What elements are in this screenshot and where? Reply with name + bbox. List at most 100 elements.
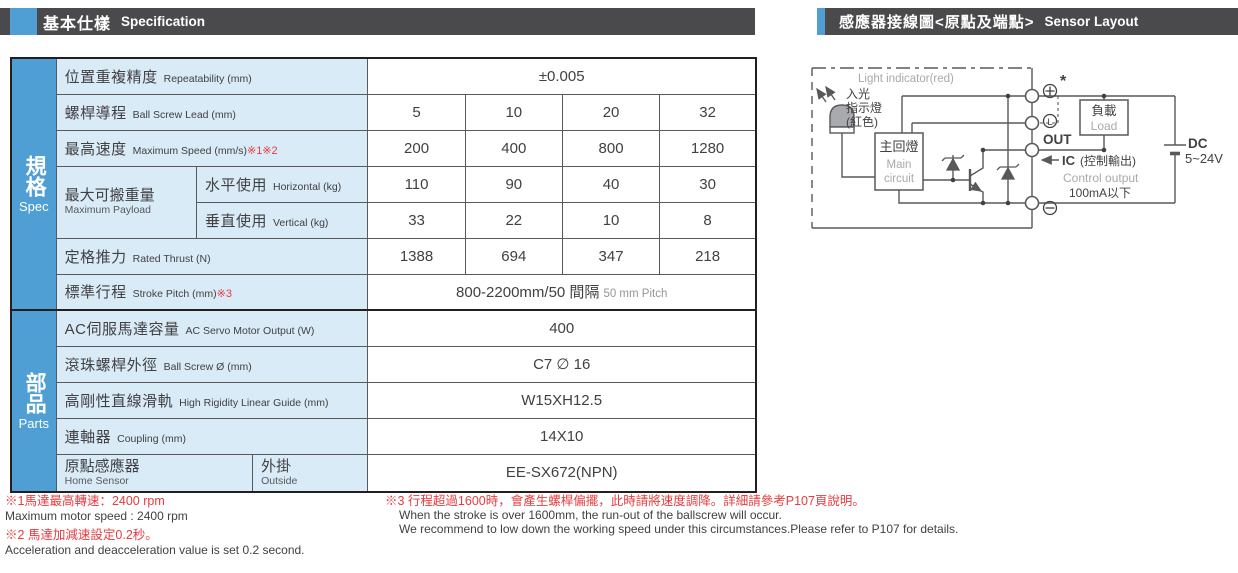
light-zh2: 指示燈 bbox=[846, 100, 882, 115]
label-zh: 水平使用 bbox=[204, 176, 267, 194]
dc-voltage-label: 5~24V bbox=[1185, 151, 1223, 166]
plus-cross bbox=[1045, 86, 1055, 96]
row-linear-guide: 高剛性直線滑軌 High Rigidity Linear Guide (mm) W… bbox=[11, 381, 757, 419]
label-zh: 原點感應器 bbox=[64, 457, 140, 475]
spec-header-en: Specification bbox=[121, 14, 206, 29]
l-symbol-letter: L bbox=[1047, 117, 1052, 128]
footnote-3-zh: ※3 行程超過1600時，會產生螺桿偏擺，此時請將速度調降。詳細請參考P107頁… bbox=[385, 494, 865, 508]
blue-accent-square bbox=[10, 8, 37, 35]
row-servo-output: 部品 Parts AC伺服馬達容量 AC Servo Motor Output (… bbox=[10, 309, 757, 493]
label-payload: 最大可搬重量 Maximum Payload bbox=[55, 165, 197, 239]
label-en: High Rigidity Linear Guide (mm) bbox=[179, 396, 329, 409]
label-coupling: 連軸器 Coupling (mm) bbox=[55, 417, 369, 455]
label-speed: 最高速度 Maximum Speed (mm/s)※1※2 bbox=[55, 129, 369, 167]
asterisk-mark: * bbox=[1060, 73, 1067, 90]
label-zh: 最高速度 bbox=[64, 140, 127, 158]
spec-section-header: 基本仕樣 Specification bbox=[0, 8, 755, 35]
sidebar-spec: 規格 Spec bbox=[10, 57, 57, 311]
value-thrust: 1388 bbox=[367, 237, 466, 275]
label-en: Ball Screw Ø (mm) bbox=[163, 360, 252, 373]
stroke-pitch-en: 50 mm Pitch bbox=[603, 288, 668, 301]
value-vertical: 22 bbox=[464, 201, 563, 239]
label-zh: 滾珠螺桿外徑 bbox=[64, 356, 158, 374]
label-vertical: 垂直使用 Vertical (kg) bbox=[195, 201, 369, 239]
value-lead-10: 10 bbox=[464, 93, 563, 131]
ic-zh-label: (控制輸出) bbox=[1080, 153, 1136, 168]
l-symbol-icon bbox=[1042, 113, 1058, 129]
out-label: OUT bbox=[1043, 132, 1072, 147]
footnote-3-en2: We recommend to low down the working spe… bbox=[399, 521, 959, 536]
sensor-section-header: 感應器接線圖<原點及端點> Sensor Layout bbox=[817, 8, 1238, 35]
terminals bbox=[1024, 88, 1040, 211]
main-circuit-en1: Main bbox=[887, 159, 912, 171]
transistor-emitter bbox=[980, 190, 984, 203]
light-indicator-en: Light indicator(red) bbox=[858, 73, 954, 85]
label-home-sensor: 原點感應器 Home Sensor bbox=[55, 453, 254, 493]
footnote-2-zh: ※2 馬達加減速設定0.2秒。 bbox=[5, 528, 158, 542]
row-payload-vertical: 垂直使用 Vertical (kg) 33 22 10 8 bbox=[11, 201, 757, 239]
footnotes-right: ※3 行程超過1600時，會產生螺桿偏擺，此時請將速度調降。詳細請參考P107頁… bbox=[385, 493, 1065, 536]
value-repeatability: ±0.005 bbox=[367, 57, 757, 95]
label-en: Rated Thrust (N) bbox=[132, 252, 211, 265]
sensor-wiring-diagram: 主回燈 Main circuit 負載 Load L bbox=[800, 55, 1238, 330]
row-repeatability: 規格 Spec 位置重複精度 Repeatability (mm) ±0.005 bbox=[10, 57, 757, 311]
wire-l-dashed bbox=[1040, 96, 1059, 124]
sidebar-parts-zh: 部品 bbox=[23, 371, 47, 414]
terminal-minus bbox=[1024, 195, 1040, 211]
label-zh: 高剛性直線滑軌 bbox=[64, 392, 174, 410]
sidebar-parts: 部品 Parts bbox=[10, 309, 57, 493]
value-motor: 400 bbox=[367, 309, 757, 347]
label-en: Repeatability (mm) bbox=[163, 72, 252, 85]
sensor-header-en: Sensor Layout bbox=[1044, 14, 1139, 29]
footnote-1-zh: ※1馬達最高轉速：2400 rpm bbox=[5, 494, 165, 508]
label-zh: 最大可搬重量 bbox=[64, 187, 155, 204]
label-ballscrew: 滾珠螺桿外徑 Ball Screw Ø (mm) bbox=[55, 345, 369, 383]
value-lead-5: 5 bbox=[367, 93, 466, 131]
dc-label: DC bbox=[1188, 136, 1208, 151]
terminal-l bbox=[1024, 115, 1040, 131]
value-vertical: 10 bbox=[561, 201, 661, 239]
label-thrust: 定格推力 Rated Thrust (N) bbox=[55, 237, 369, 275]
value-stroke: 800-2200mm/50 間隔 50 mm Pitch bbox=[367, 273, 757, 311]
footnote-mark: ※1※2 bbox=[246, 144, 278, 157]
label-horizontal: 水平使用 Horizontal (kg) bbox=[195, 165, 369, 203]
light-zh3: (紅色) bbox=[846, 115, 878, 129]
value-thrust: 694 bbox=[464, 237, 563, 275]
sidebar-parts-en: Parts bbox=[18, 415, 49, 431]
label-motor: AC伺服馬達容量 AC Servo Motor Output (W) bbox=[55, 309, 369, 347]
label-en: Coupling (mm) bbox=[117, 432, 186, 445]
minus-symbol-icon bbox=[1042, 200, 1058, 216]
wire-led bbox=[841, 133, 875, 178]
value-horizontal: 110 bbox=[367, 165, 466, 203]
footnote-1-en: Maximum motor speed : 2400 rpm bbox=[5, 509, 188, 523]
value-speed: 200 bbox=[367, 129, 466, 167]
label-zh: 位置重複精度 bbox=[64, 68, 158, 86]
label-zh: 定格推力 bbox=[64, 248, 127, 266]
value-guide: W15XH12.5 bbox=[367, 381, 757, 419]
row-ball-screw-lead: 螺桿導程 Ball Screw Lead (mm) 5 10 20 32 bbox=[11, 93, 757, 131]
value-speed: 800 bbox=[561, 129, 661, 167]
value-lead-20: 20 bbox=[561, 93, 661, 131]
zener1-triangle bbox=[945, 157, 961, 171]
row-stroke-pitch: 標準行程 Stroke Pitch (mm)※3 800-2200mm/50 間隔… bbox=[11, 273, 757, 311]
label-zh: 垂直使用 bbox=[204, 212, 267, 230]
load-zh: 負載 bbox=[1091, 104, 1117, 118]
main-circuit-en2: circuit bbox=[884, 173, 915, 185]
light-arrow-2 bbox=[825, 85, 836, 101]
footnote-3-en1: When the stroke is over 1600mm, the run-… bbox=[399, 508, 782, 522]
label-zh: 連軸器 bbox=[64, 428, 112, 446]
load-en: Load bbox=[1091, 119, 1118, 133]
ic-label: IC bbox=[1062, 153, 1076, 168]
label-en: Vertical (kg) bbox=[272, 216, 329, 229]
value-coupling: 14X10 bbox=[367, 417, 757, 455]
value-vertical: 33 bbox=[367, 201, 466, 239]
main-circuit-zh: 主回燈 bbox=[879, 139, 918, 154]
label-guide: 高剛性直線滑軌 High Rigidity Linear Guide (mm) bbox=[55, 381, 369, 419]
label-en: Stroke Pitch (mm) bbox=[132, 288, 217, 301]
control-output-label: Control output bbox=[1063, 171, 1139, 185]
terminal-plus bbox=[1024, 88, 1040, 104]
value-vertical: 8 bbox=[659, 201, 757, 239]
light-arrow-1 bbox=[816, 87, 827, 103]
row-coupling: 連軸器 Coupling (mm) 14X10 bbox=[11, 417, 757, 455]
row-payload-horizontal: 最大可搬重量 Maximum Payload 水平使用 Horizontal (k… bbox=[11, 165, 757, 239]
